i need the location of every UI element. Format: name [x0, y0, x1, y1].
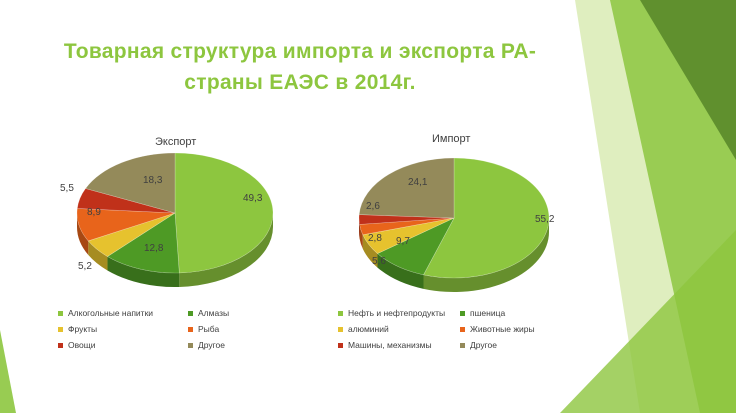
slide-title-line1: Товарная структура импорта и экспорта РА…	[63, 40, 537, 63]
pie-1-label-1: 9,7	[396, 236, 410, 247]
legend-swatch	[188, 326, 193, 332]
pie-1-side-2	[362, 234, 378, 268]
legend-swatch	[338, 342, 343, 348]
pie-1-side-3	[359, 224, 363, 249]
deco-shape-dark	[640, 0, 736, 160]
pie-0-side-1	[107, 256, 180, 287]
pie-1-slice-3	[359, 217, 455, 236]
legend-label: Нефть и нефтепродукты	[348, 308, 446, 318]
legend-label: Овощи	[68, 340, 96, 350]
slide-title-line2: страны ЕАЭС в 2014г.	[184, 71, 416, 94]
pie-0-label-2: 5,2	[78, 261, 92, 272]
pie-1-sides	[359, 218, 549, 292]
pie-0-slice-3	[76, 208, 176, 242]
legend-item: пшеница	[460, 308, 505, 318]
pie-1-slice-1	[376, 217, 455, 276]
pie-0-side-3	[77, 213, 89, 255]
legend-item: Овощи	[58, 340, 96, 350]
legend-item: Алмазы	[188, 308, 229, 318]
pie-0-slice-0	[174, 152, 274, 274]
slide-title: Товарная структура импорта и экспорта РА…	[0, 36, 600, 98]
import-chart-title: Импорт	[432, 133, 471, 145]
pie-1-side-1	[377, 253, 424, 289]
legend-swatch	[58, 342, 63, 348]
deco-shape-left	[0, 330, 16, 413]
pie-1-label-0: 55,2	[535, 214, 555, 225]
pie-0-label-3: 8,9	[87, 207, 101, 218]
pie-1-slice-0	[423, 157, 550, 279]
pie-0-slice-1	[106, 212, 180, 274]
pie-0-label-1: 12,8	[144, 243, 164, 254]
pie-1-side-0	[423, 218, 549, 292]
legend-swatch	[338, 310, 343, 316]
legend-item: Нефть и нефтепродукты	[338, 308, 445, 318]
legend-label: Алкогольные напитки	[68, 308, 154, 318]
legend-swatch	[58, 310, 63, 316]
pie-0-slice-5	[85, 152, 176, 214]
legend-label: Машины, механизмы	[348, 340, 432, 350]
pie-1-slice-5	[358, 157, 455, 219]
legend-item: Другое	[188, 340, 225, 350]
deco-shape-bottom	[560, 230, 736, 413]
legend-item: Другое	[460, 340, 497, 350]
legend-item: Алкогольные напитки	[58, 308, 153, 318]
pie-0-label-4: 5,5	[60, 183, 74, 194]
legend-swatch	[188, 342, 193, 348]
legend-item: Животные жиры	[460, 324, 535, 334]
pie-1-slice-2	[362, 217, 455, 254]
legend-swatch	[460, 326, 465, 332]
legend-item: Машины, механизмы	[338, 340, 432, 350]
legend-swatch	[188, 310, 193, 316]
legend-label: Алмазы	[198, 308, 230, 318]
pie-0-side-0	[179, 213, 273, 287]
pie-0-slice-2	[87, 212, 176, 257]
legend-swatch	[58, 326, 63, 332]
pie-0-label-0: 49,3	[243, 193, 263, 204]
export-chart-title: Экспорт	[155, 136, 197, 148]
legend-swatch	[460, 342, 465, 348]
legend-label: Фрукты	[68, 324, 98, 334]
legend-item: Фрукты	[58, 324, 97, 334]
pie-1-label-4: 2,6	[366, 201, 380, 212]
pie-1-label-3: 2,8	[368, 233, 382, 244]
legend-swatch	[460, 310, 465, 316]
legend-label: Животные жиры	[470, 324, 535, 334]
pie-0-sides	[77, 213, 273, 287]
pie-0-side-2	[88, 240, 108, 271]
pie-1-label-2: 5,6	[372, 256, 386, 267]
pie-0-label-5: 18,3	[143, 175, 163, 186]
legend-item: Рыба	[188, 324, 219, 334]
pie-1-label-5: 24,1	[408, 177, 428, 188]
pie-1-slice-4	[358, 214, 455, 225]
legend-label: Рыба	[198, 324, 220, 334]
legend-label: алюминий	[348, 324, 389, 334]
legend-swatch	[338, 326, 343, 332]
legend-label: пшеница	[470, 308, 506, 318]
pie-1-side-4	[359, 218, 360, 239]
legend-item: алюминий	[338, 324, 389, 334]
pie-0-slice-4	[76, 188, 176, 214]
legend-label: Другое	[470, 340, 498, 350]
legend-label: Другое	[198, 340, 226, 350]
